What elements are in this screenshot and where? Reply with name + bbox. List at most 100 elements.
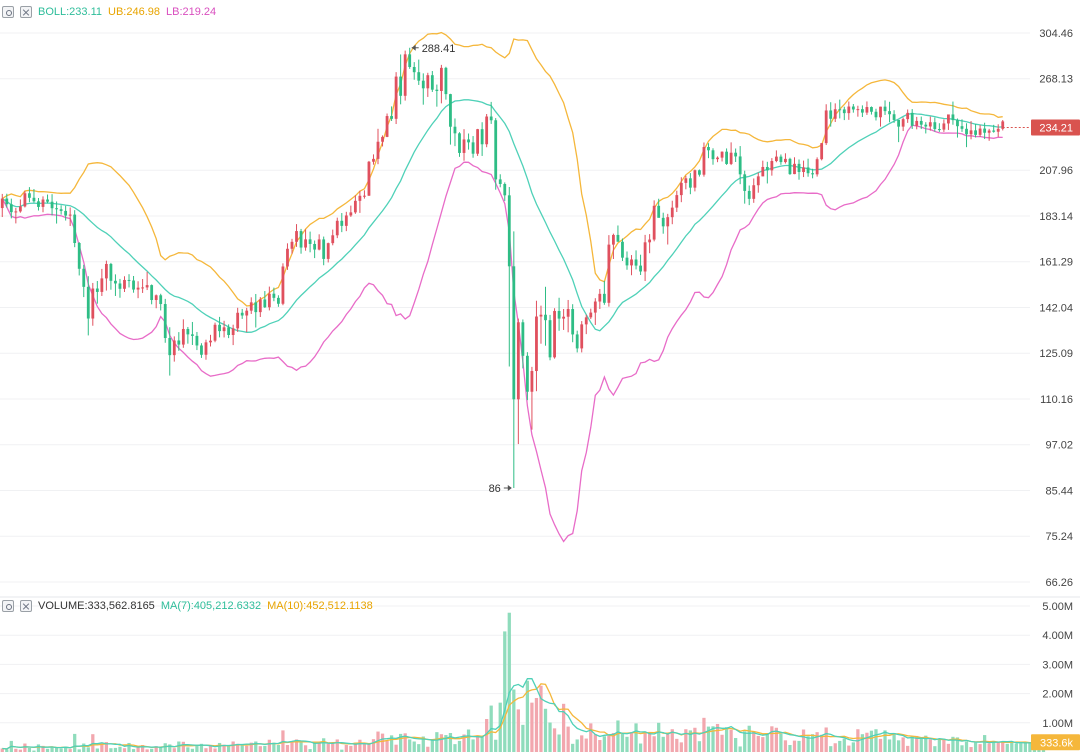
volume-bar (322, 738, 326, 752)
volume-bar (408, 739, 412, 752)
candle (503, 182, 507, 201)
volume-bar (756, 735, 760, 752)
candle-body (127, 279, 131, 281)
candle-body (349, 212, 353, 216)
candle-body (788, 158, 792, 175)
candle-body (906, 112, 910, 120)
candle-body (145, 285, 149, 288)
candle (602, 280, 606, 305)
candle-body (607, 244, 611, 303)
volume-bar (797, 740, 801, 752)
candle (779, 154, 783, 165)
candle-body (267, 293, 271, 308)
candle-body (403, 54, 407, 96)
candle-body (652, 205, 656, 240)
candle (376, 128, 380, 165)
candle-body (245, 310, 249, 316)
candle-body (503, 183, 507, 196)
candle-body (992, 130, 996, 132)
candle-body (675, 195, 679, 208)
volume-bar (688, 730, 693, 752)
candle (987, 128, 991, 141)
candle (50, 194, 54, 216)
volume-bar (439, 734, 444, 752)
candle-body (399, 76, 403, 96)
volume-bar (245, 745, 249, 752)
candle-body (412, 66, 416, 73)
candle-body (100, 278, 104, 292)
candle-body (118, 283, 122, 289)
volume-value: VOLUME:333,562.8165 (38, 600, 155, 612)
settings-icon[interactable] (2, 600, 14, 612)
candle-body (195, 335, 199, 346)
candle-body (435, 89, 439, 91)
candle-body (716, 157, 719, 160)
candle-body (317, 239, 321, 250)
candle (847, 101, 851, 120)
candle-body (335, 220, 339, 236)
candle (132, 275, 135, 293)
candle (381, 135, 384, 147)
candle (186, 326, 190, 344)
candle (41, 196, 45, 213)
candle-body (295, 231, 298, 242)
price-tick-label: 97.02 (1045, 440, 1073, 452)
volume-bar (213, 748, 217, 752)
candle (204, 339, 208, 360)
volume-bar (964, 741, 969, 752)
volume-bar (752, 731, 756, 752)
volume-bar (177, 741, 181, 752)
volume-bar (942, 738, 946, 752)
candle (996, 124, 1000, 137)
volume-bar (593, 734, 597, 752)
price-annotations: 288.41 86 (411, 43, 512, 495)
candle (657, 198, 661, 218)
settings-icon[interactable] (2, 6, 14, 18)
volume-bar (960, 745, 964, 752)
candle-body (68, 214, 72, 216)
candle-body (928, 122, 932, 127)
candle-body (756, 176, 760, 186)
candle-body (381, 136, 384, 142)
candle (209, 334, 212, 347)
candle-body (218, 324, 221, 332)
candle (444, 66, 448, 100)
candle-body (222, 327, 226, 332)
volume-bar (86, 747, 90, 752)
close-icon[interactable] (20, 6, 32, 18)
candle (593, 298, 597, 325)
candle (326, 242, 330, 263)
volume-bar (715, 723, 720, 752)
volume-bar (417, 744, 421, 752)
candle-body (32, 197, 36, 202)
candle (856, 105, 860, 117)
candle (254, 293, 258, 328)
candle-body (698, 170, 701, 175)
candle-body (181, 328, 185, 345)
candle (5, 193, 9, 208)
candle (150, 284, 154, 305)
candle (698, 169, 701, 177)
candle-body (249, 302, 253, 311)
candle (159, 293, 163, 311)
volume-bar (435, 732, 439, 752)
volume-bar (906, 745, 910, 752)
volume-bar (68, 749, 72, 752)
volume-bar (638, 743, 643, 752)
volume-bar (747, 725, 751, 752)
volume-bar (163, 743, 167, 752)
candle-body (897, 119, 901, 127)
candle-body (847, 106, 851, 114)
candle (566, 299, 570, 333)
close-icon[interactable] (20, 600, 32, 612)
volume-bar (340, 749, 344, 752)
candle (643, 234, 647, 282)
volume-bar (697, 741, 702, 752)
candle-body (73, 214, 77, 244)
volume-bar (734, 737, 738, 752)
candle-body (688, 178, 692, 188)
candle-body (123, 279, 126, 289)
candle-body (802, 167, 805, 173)
volume-bar (453, 744, 457, 752)
volume-bar (842, 738, 846, 752)
